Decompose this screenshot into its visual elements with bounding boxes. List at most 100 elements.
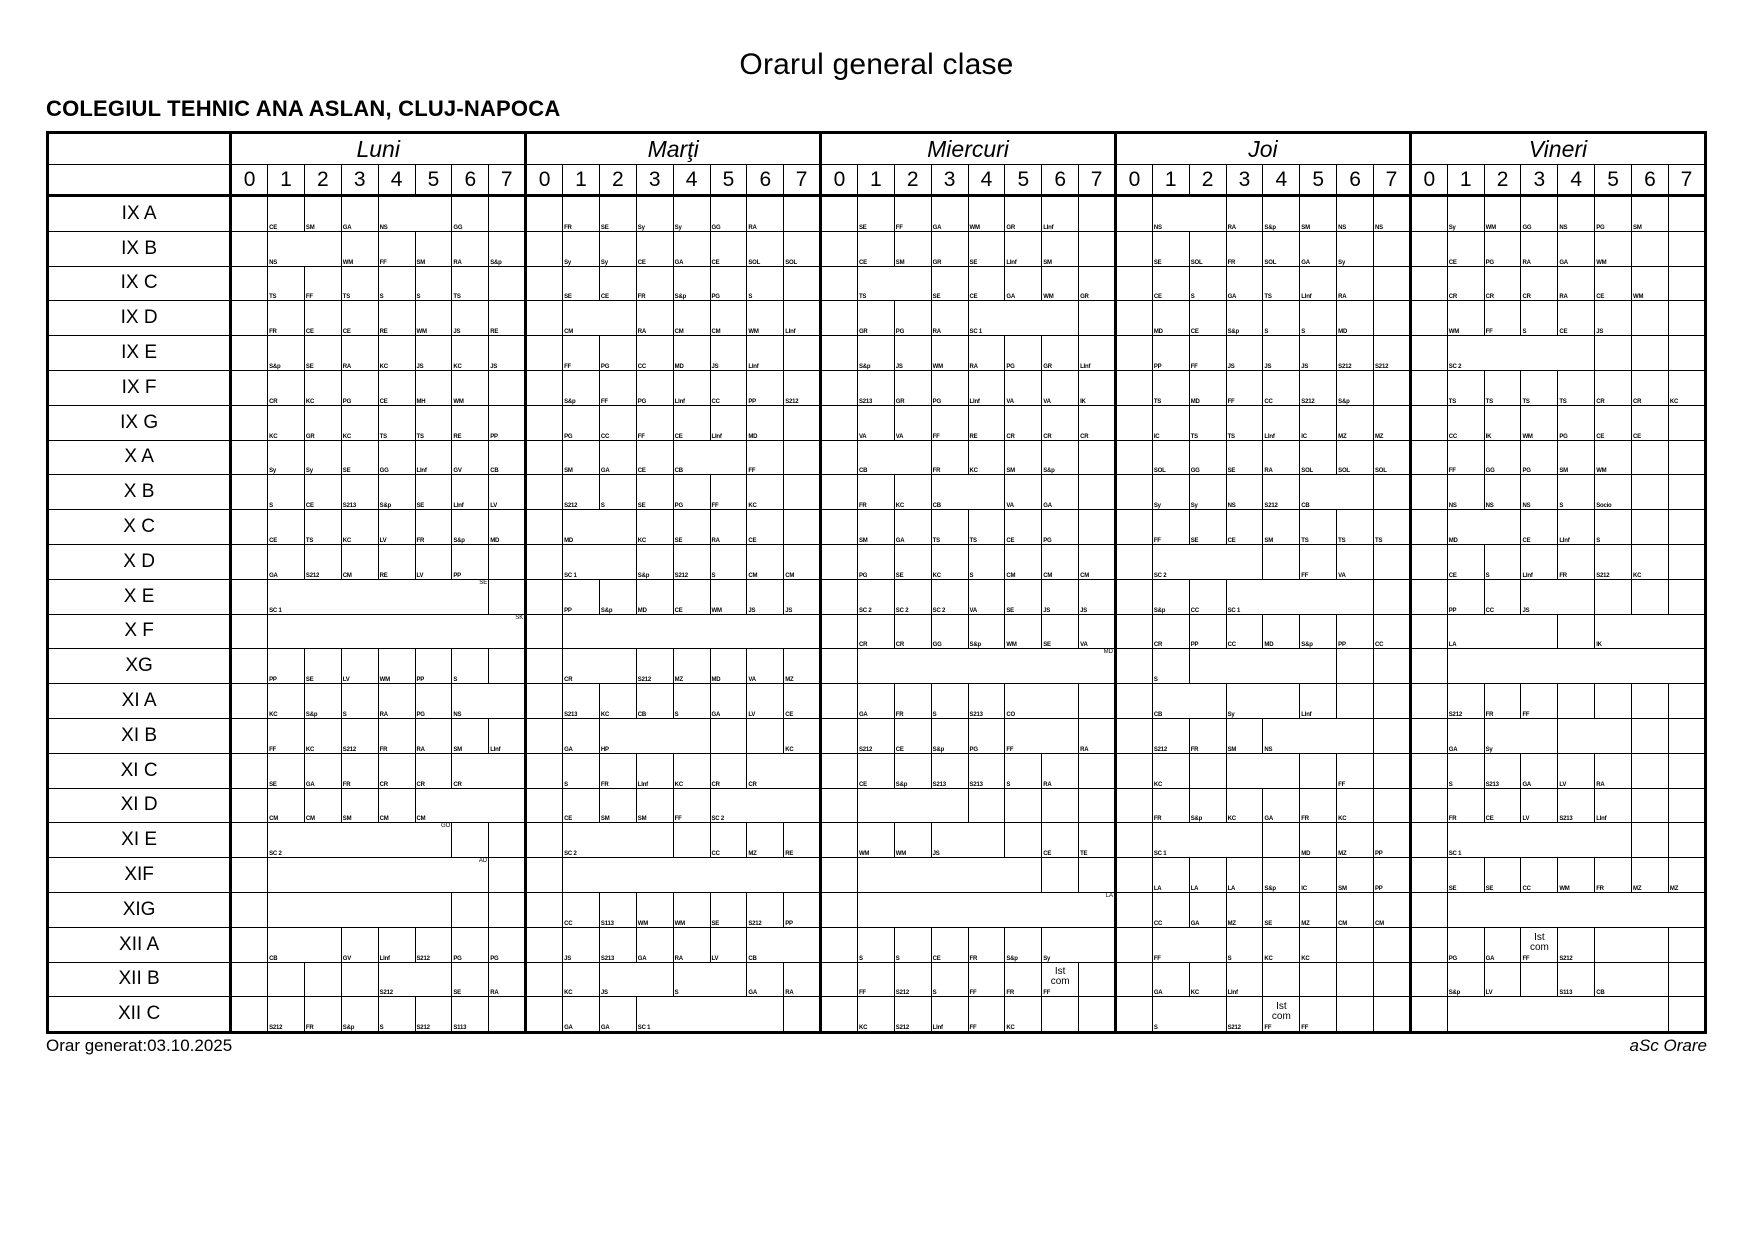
- lesson-cell[interactable]: FR: [1299, 787, 1338, 824]
- lesson-cell[interactable]: CE: [303, 474, 342, 511]
- lesson-cell[interactable]: [1520, 961, 1559, 998]
- lesson-cell[interactable]: [1373, 230, 1412, 267]
- lesson-cell[interactable]: [229, 335, 269, 371]
- lesson-cell[interactable]: [1113, 787, 1153, 824]
- lesson-cell[interactable]: CR: [377, 752, 416, 789]
- lesson-cell[interactable]: [709, 717, 748, 754]
- lesson-cell[interactable]: CE: [967, 265, 1006, 302]
- lesson-cell[interactable]: WM: [856, 822, 895, 859]
- lesson-cell[interactable]: CC: [1151, 891, 1190, 928]
- lesson-cell[interactable]: MZ: [1336, 404, 1374, 441]
- lesson-cell[interactable]: [229, 996, 269, 1034]
- lesson-cell[interactable]: [1262, 822, 1301, 859]
- lesson-cell[interactable]: [819, 891, 858, 928]
- lesson-cell[interactable]: LInf: [1557, 509, 1596, 545]
- lesson-cell[interactable]: VA: [856, 404, 895, 441]
- lesson-cell[interactable]: TS: [267, 265, 305, 302]
- lesson-cell[interactable]: [488, 195, 528, 232]
- lesson-cell[interactable]: MD: [1299, 822, 1338, 859]
- lesson-cell[interactable]: S213: [967, 683, 1006, 719]
- lesson-cell[interactable]: RE: [377, 543, 416, 580]
- lesson-cell[interactable]: [1113, 891, 1153, 928]
- lesson-cell[interactable]: IK: [1483, 404, 1522, 441]
- lesson-cell[interactable]: SE: [1446, 857, 1485, 893]
- lesson-cell[interactable]: CE: [1188, 300, 1227, 337]
- lesson-cell[interactable]: [1408, 509, 1448, 545]
- lesson-cell[interactable]: [524, 961, 564, 998]
- lesson-cell[interactable]: JS: [930, 822, 1006, 859]
- lesson-cell[interactable]: [1373, 300, 1412, 337]
- lesson-cell[interactable]: CM: [340, 543, 379, 580]
- lesson-cell[interactable]: [1113, 752, 1153, 789]
- lesson-cell[interactable]: SOL: [1299, 439, 1338, 476]
- lesson-cell[interactable]: S212: [1594, 543, 1633, 580]
- lesson-cell[interactable]: PP: [562, 578, 600, 615]
- lesson-cell[interactable]: KC: [635, 509, 674, 545]
- lesson-cell[interactable]: S: [1188, 265, 1227, 302]
- lesson-cell[interactable]: CO: [1004, 683, 1080, 719]
- lesson-cell[interactable]: S: [1004, 752, 1043, 789]
- lesson-cell[interactable]: [819, 961, 858, 998]
- lesson-cell[interactable]: S: [893, 926, 932, 963]
- lesson-cell[interactable]: S: [377, 265, 416, 302]
- lesson-cell[interactable]: [229, 648, 269, 685]
- lesson-cell[interactable]: CE: [746, 509, 785, 545]
- lesson-cell[interactable]: KC: [598, 683, 637, 719]
- lesson-cell[interactable]: RA: [930, 300, 969, 337]
- lesson-cell[interactable]: LV: [414, 543, 453, 580]
- lesson-cell[interactable]: S&p: [267, 335, 305, 371]
- lesson-cell[interactable]: JS: [1299, 335, 1338, 371]
- lesson-cell[interactable]: GG: [1483, 439, 1522, 476]
- lesson-cell[interactable]: PP: [1336, 613, 1374, 650]
- lesson-cell[interactable]: [1113, 822, 1153, 859]
- lesson-cell[interactable]: [1373, 717, 1412, 754]
- lesson-cell[interactable]: S: [1225, 926, 1264, 963]
- lesson-cell[interactable]: [856, 857, 1043, 893]
- lesson-cell[interactable]: CE: [1225, 509, 1264, 545]
- lesson-cell[interactable]: CB: [267, 926, 342, 963]
- lesson-cell[interactable]: SM: [1262, 509, 1301, 545]
- lesson-cell[interactable]: NS: [1520, 474, 1559, 511]
- lesson-cell[interactable]: RA: [783, 961, 823, 998]
- lesson-cell[interactable]: [1408, 752, 1448, 789]
- lesson-cell[interactable]: CE: [267, 195, 305, 232]
- lesson-cell[interactable]: [229, 265, 269, 302]
- lesson-cell[interactable]: LInf: [635, 752, 674, 789]
- lesson-cell[interactable]: [1336, 996, 1374, 1034]
- lesson-cell[interactable]: MD: [562, 509, 637, 545]
- lesson-cell[interactable]: [1667, 926, 1708, 963]
- lesson-cell[interactable]: CE: [267, 509, 305, 545]
- lesson-cell[interactable]: SM: [562, 439, 600, 476]
- lesson-cell[interactable]: CM: [1078, 543, 1117, 580]
- lesson-cell[interactable]: [1336, 926, 1374, 963]
- lesson-cell[interactable]: CE: [340, 300, 379, 337]
- lesson-cell[interactable]: [746, 717, 785, 754]
- lesson-cell[interactable]: CM: [746, 543, 785, 580]
- lesson-cell[interactable]: [1667, 996, 1708, 1034]
- lesson-cell[interactable]: S: [1520, 300, 1559, 337]
- lesson-cell[interactable]: S&p: [1336, 369, 1374, 406]
- lesson-cell[interactable]: S&p: [1446, 961, 1485, 998]
- lesson-cell[interactable]: Sy: [267, 439, 305, 476]
- lesson-cell[interactable]: LV: [1557, 752, 1596, 789]
- lesson-cell[interactable]: FF: [1446, 439, 1485, 476]
- lesson-cell[interactable]: [1557, 683, 1596, 719]
- lesson-cell[interactable]: [1373, 787, 1412, 824]
- lesson-cell[interactable]: S213: [1557, 787, 1596, 824]
- lesson-cell[interactable]: [819, 300, 858, 337]
- lesson-cell[interactable]: S212: [1225, 996, 1264, 1034]
- lesson-cell[interactable]: FF: [746, 439, 785, 476]
- lesson-cell[interactable]: S213: [562, 683, 600, 719]
- lesson-cell[interactable]: [672, 822, 711, 859]
- lesson-cell[interactable]: WM: [1041, 265, 1080, 302]
- lesson-cell[interactable]: [1113, 230, 1153, 267]
- lesson-cell[interactable]: MZ: [1373, 404, 1412, 441]
- lesson-cell[interactable]: [488, 265, 528, 302]
- lesson-cell[interactable]: [1262, 961, 1301, 998]
- lesson-cell[interactable]: WM: [893, 822, 932, 859]
- lesson-cell[interactable]: CC: [562, 891, 600, 928]
- lesson-cell[interactable]: [524, 578, 564, 615]
- lesson-cell[interactable]: S: [746, 265, 785, 302]
- lesson-cell[interactable]: [1667, 335, 1708, 371]
- lesson-cell[interactable]: [1667, 300, 1708, 337]
